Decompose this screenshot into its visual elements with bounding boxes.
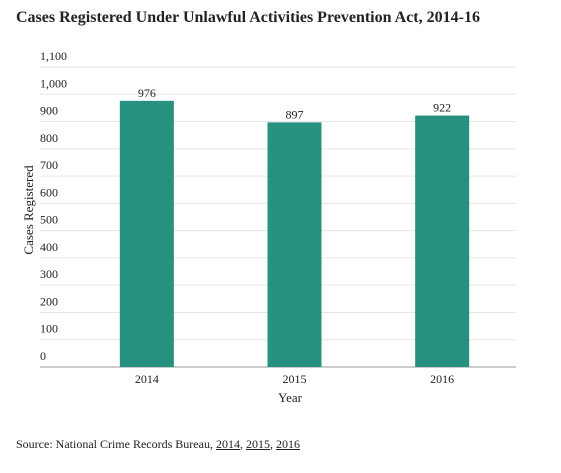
- y-tick-label: 200: [40, 294, 58, 308]
- separator: ,: [269, 437, 273, 451]
- y-axis-label: Cases Registered: [21, 165, 36, 255]
- chart-title: Cases Registered Under Unlawful Activiti…: [16, 9, 480, 26]
- source-link[interactable]: 2014: [215, 437, 240, 451]
- source-link[interactable]: 2016: [275, 437, 300, 451]
- value-label: 976: [138, 86, 156, 100]
- y-tick-label: 400: [40, 240, 58, 254]
- x-tick-label: 2016: [430, 372, 454, 386]
- x-tick-label: 2015: [283, 372, 307, 386]
- source-prefix: Source: National Crime Records Bureau,: [16, 437, 213, 451]
- chart: Cases Registered Under Unlawful Activiti…: [16, 9, 516, 405]
- x-axis-label: Year: [278, 390, 303, 405]
- y-tick-label: 0: [40, 349, 46, 363]
- bar: [119, 100, 174, 368]
- y-tick-label: 900: [40, 104, 58, 118]
- separator: ,: [239, 437, 243, 451]
- y-tick-label: 500: [40, 213, 58, 227]
- x-tick-label: 2014: [135, 372, 159, 386]
- source: Source: National Crime Records Bureau, 2…: [16, 437, 300, 452]
- y-tick-label: 100: [40, 322, 58, 336]
- y-tick-label: 800: [40, 131, 58, 145]
- y-tick-label: 600: [40, 185, 58, 199]
- bar: [415, 115, 470, 367]
- source-link[interactable]: 2015: [245, 437, 270, 451]
- value-label: 897: [286, 107, 304, 121]
- y-tick-label: 1,100: [40, 49, 67, 63]
- y-tick-label: 1,000: [40, 76, 67, 90]
- y-tick-label: 700: [40, 158, 58, 172]
- bar: [267, 122, 322, 367]
- value-label: 922: [433, 101, 451, 115]
- y-tick-label: 300: [40, 267, 58, 281]
